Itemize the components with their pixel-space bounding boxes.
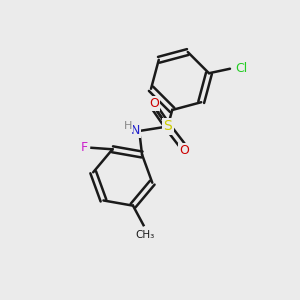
Text: CH₃: CH₃ [135, 230, 154, 240]
Text: F: F [81, 141, 88, 154]
Text: Cl: Cl [236, 62, 247, 75]
Text: H: H [124, 122, 132, 131]
Text: N: N [130, 124, 140, 137]
Text: O: O [179, 144, 189, 157]
Text: O: O [149, 97, 159, 110]
Text: S: S [164, 119, 172, 134]
